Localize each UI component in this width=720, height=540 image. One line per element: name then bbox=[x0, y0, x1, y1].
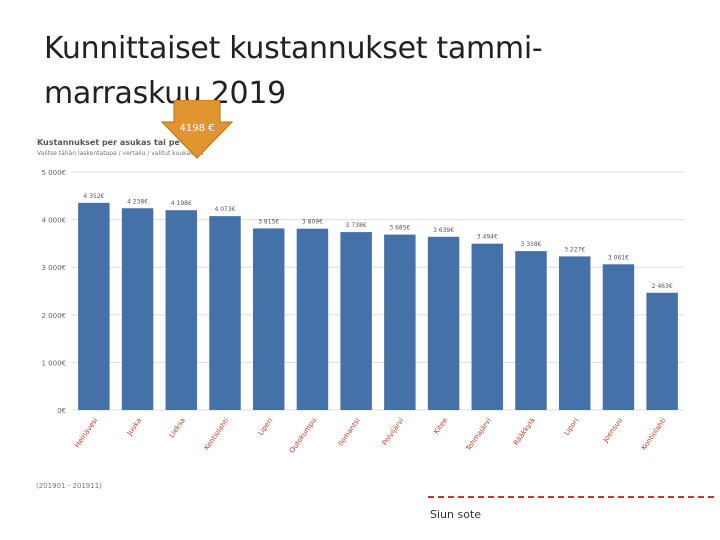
grid-lines bbox=[72, 171, 684, 411]
chart-subtitle: Valitse tähän laskentatapa / vertailu / … bbox=[37, 150, 204, 157]
x-tick-label: Lieksa bbox=[168, 417, 187, 440]
x-tick-label: Lipori bbox=[563, 417, 581, 438]
bars bbox=[78, 202, 678, 410]
callout-arrow: 4198 € bbox=[160, 99, 235, 160]
bar bbox=[602, 264, 635, 410]
x-tick-label: Liperi bbox=[257, 417, 275, 438]
chart-title: Kustannukset per asukas tai pe bbox=[37, 138, 180, 147]
bar bbox=[165, 210, 198, 410]
footer-label: Siun sote bbox=[430, 508, 482, 521]
bar bbox=[427, 236, 460, 410]
bar bbox=[252, 228, 285, 410]
bar bbox=[384, 234, 416, 410]
x-tick-label: Kitee bbox=[432, 417, 449, 436]
value-label: 2 463€ bbox=[652, 283, 673, 290]
y-tick-label: 2 000€ bbox=[42, 312, 67, 320]
x-tick-label: Tohmajärvi bbox=[464, 417, 493, 454]
bar bbox=[296, 228, 329, 410]
value-label: 4 073€ bbox=[215, 206, 236, 213]
x-tick-label: Polvijärvi bbox=[381, 417, 406, 447]
value-label: 3 494€ bbox=[477, 234, 498, 241]
value-label: 4 198€ bbox=[171, 200, 192, 207]
y-tick-label: 4 000€ bbox=[42, 217, 67, 225]
value-label: 3 809€ bbox=[302, 219, 323, 226]
y-tick-label: 0€ bbox=[57, 407, 66, 415]
y-tick-label: 5 000€ bbox=[42, 169, 67, 177]
x-tick-label: Kontiolahti bbox=[640, 417, 668, 452]
y-tick-labels: 0€ 1 000€ 2 000€ 3 000€ 4 000€ 5 000€ bbox=[42, 169, 67, 415]
arrow-icon: 4198 € bbox=[160, 99, 234, 159]
bar bbox=[121, 208, 154, 410]
x-tick-labels: Heinävesi Juuka Lieksa Kontiolahti Liperi Out… bbox=[73, 417, 668, 455]
x-tick-label: Heinävesi bbox=[73, 417, 99, 450]
value-label: 3 338€ bbox=[521, 241, 542, 248]
value-label: 4 238€ bbox=[127, 198, 148, 205]
footer-divider bbox=[428, 496, 714, 498]
bar bbox=[78, 202, 110, 410]
value-label: 3 227€ bbox=[564, 246, 585, 253]
value-labels: 4 352€ 4 238€ 4 198€ 4 073€ 3 815€ 3 809€ 3 73… bbox=[83, 193, 672, 290]
bar bbox=[646, 292, 678, 410]
callout-label: 4198 € bbox=[180, 123, 215, 134]
x-tick-label: Ilomantsi bbox=[337, 417, 362, 448]
bar bbox=[340, 232, 372, 410]
bar bbox=[558, 256, 591, 410]
x-tick-label: Rääkkylä bbox=[512, 417, 537, 447]
x-tick-label: Juuka bbox=[125, 417, 143, 438]
slide-title: Kunnittaiset kustannukset tammi-marrasku… bbox=[44, 31, 543, 111]
value-label: 3 685€ bbox=[389, 225, 410, 232]
y-tick-label: 3 000€ bbox=[42, 264, 67, 272]
bar bbox=[471, 243, 504, 410]
value-label: 3 815€ bbox=[258, 218, 279, 225]
y-tick-label: 1 000€ bbox=[42, 359, 67, 367]
chart-footnote: (201901 - 201911) bbox=[36, 482, 102, 490]
bar bbox=[209, 216, 241, 410]
bar bbox=[515, 251, 547, 410]
x-tick-label: Outokumpu bbox=[288, 417, 318, 455]
value-label: 3 738€ bbox=[346, 222, 367, 229]
value-label: 3 061€ bbox=[608, 254, 629, 261]
x-tick-label: Joensuu bbox=[601, 417, 624, 445]
x-tick-label: Kontiolahti bbox=[203, 417, 231, 452]
value-label: 3 639€ bbox=[433, 227, 454, 234]
value-label: 4 352€ bbox=[83, 193, 104, 200]
